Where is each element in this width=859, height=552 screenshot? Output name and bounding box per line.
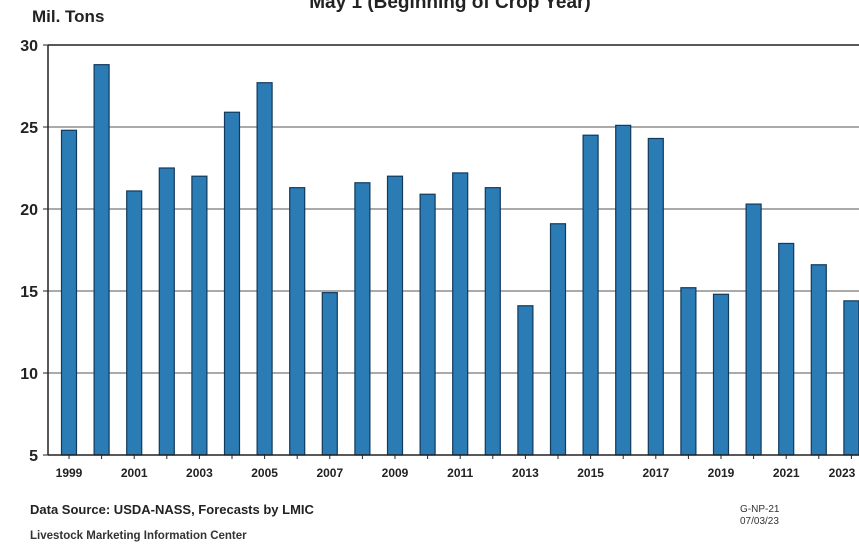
x-tick-label: 2019 [708, 466, 735, 480]
bar-2022 [810, 264, 827, 456]
bar-2013 [517, 305, 534, 456]
bar-2004 [223, 111, 241, 456]
bar-2012 [484, 187, 501, 456]
chart-code: G-NP-21 07/03/23 [740, 504, 779, 528]
bar-2006 [289, 187, 306, 456]
bar-2003 [191, 175, 208, 456]
y-tick-label: 20 [20, 202, 38, 219]
x-tick-labels: 1999 2001 2003 2005 2007 2009 2011 2013 2015 2017… [56, 466, 856, 480]
chart-code-date: 07/03/23 [740, 516, 779, 527]
bars [60, 64, 859, 456]
bar-2008 [354, 182, 371, 456]
bar-2018 [680, 287, 697, 456]
y-tick-labels: 5 10 15 20 25 30 [20, 38, 38, 465]
bar-2023 [843, 300, 859, 456]
bar-2021 [778, 242, 795, 456]
bar-2000 [93, 64, 110, 456]
bar-2002 [158, 167, 175, 456]
y-tick-label: 25 [20, 120, 38, 137]
y-tick-label: 15 [20, 284, 38, 301]
bar-2009 [386, 175, 404, 456]
bar-2016 [615, 124, 632, 456]
bar-2010 [419, 193, 436, 456]
y-tick-label: 10 [20, 366, 38, 383]
organization-name: Livestock Marketing Information Center [30, 530, 247, 542]
y-tick-label: 30 [20, 38, 38, 55]
chart-title: May 1 (Beginning of Crop Year) [309, 0, 591, 13]
x-tick-label: 2011 [447, 466, 473, 480]
x-tick-label: 2001 [121, 466, 148, 480]
data-source-note: Data Source: USDA-NASS, Forecasts by LMI… [30, 502, 314, 517]
bar-2001 [126, 190, 143, 456]
bar-2015 [582, 134, 599, 456]
bar-2007 [321, 292, 338, 456]
x-tick-label: 2009 [382, 466, 409, 480]
axes [43, 44, 859, 459]
x-tick-label: 2007 [316, 466, 343, 480]
y-axis-label: Mil. Tons [32, 7, 104, 26]
bar-2011 [452, 172, 469, 456]
x-tick-label: 2003 [186, 466, 213, 480]
x-tick-label: 2013 [512, 466, 539, 480]
bar-2014 [549, 223, 567, 456]
chart-code-id: G-NP-21 [740, 504, 780, 515]
x-tick-label: 2021 [773, 466, 800, 480]
x-tick-label: 2017 [642, 466, 669, 480]
x-tick-label: 2005 [251, 466, 278, 480]
bar-2017 [647, 137, 664, 456]
x-tick-label: 2023 [829, 466, 856, 480]
bar-2020 [745, 203, 762, 456]
y-tick-label: 5 [29, 448, 38, 465]
bar-1999 [60, 129, 78, 456]
bar-2005 [256, 82, 273, 456]
x-tick-label: 2015 [577, 466, 604, 480]
bar-2019 [712, 293, 730, 456]
x-tick-label: 1999 [56, 466, 83, 480]
